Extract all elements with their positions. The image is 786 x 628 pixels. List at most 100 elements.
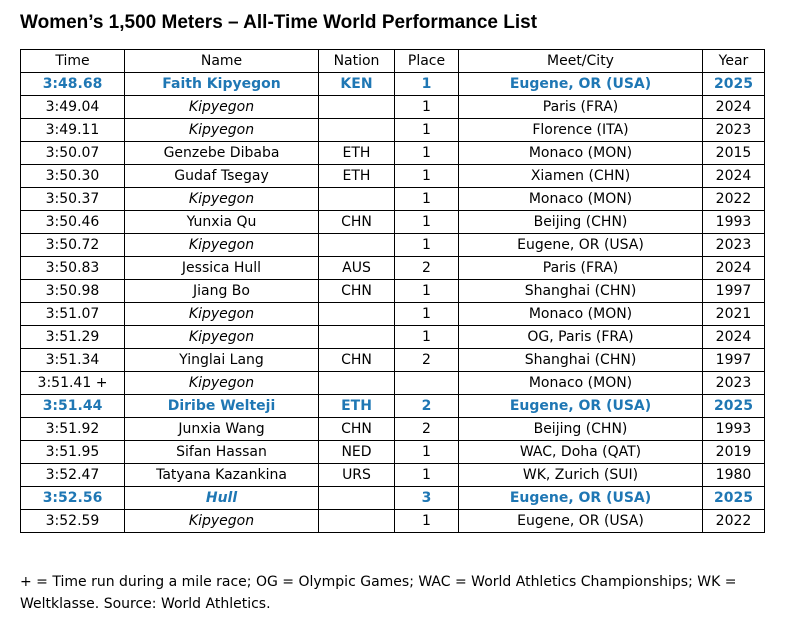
cell-name: Kipyegon — [124, 233, 319, 257]
cell-year: 1980 — [702, 463, 765, 487]
cell-meet: Monaco (MON) — [458, 302, 703, 326]
cell-nation — [318, 233, 395, 257]
page-title: Women’s 1,500 Meters – All-Time World Pe… — [20, 12, 538, 33]
column-header-name: Name — [124, 49, 319, 73]
table-row: 3:51.41 + Kipyegon Monaco (MON) 2023 — [20, 371, 765, 395]
table-row: 3:50.07 Genzebe Dibaba ETH 1 Monaco (MON) 201… — [20, 141, 765, 165]
table-row: 3:52.56 Hull 3 Eugene, OR (USA) 2025 — [20, 486, 765, 510]
cell-time: 3:50.30 — [20, 164, 125, 188]
cell-name: Genzebe Dibaba — [124, 141, 319, 165]
cell-meet: Paris (FRA) — [458, 256, 703, 280]
cell-meet: Eugene, OR (USA) — [458, 72, 703, 96]
cell-place: 1 — [394, 72, 459, 96]
cell-time: 3:52.59 — [20, 509, 125, 533]
cell-name: Hull — [124, 486, 319, 510]
cell-year: 2023 — [702, 233, 765, 257]
column-header-meet-city: Meet/City — [458, 49, 703, 73]
cell-place: 1 — [394, 325, 459, 349]
cell-nation: URS — [318, 463, 395, 487]
cell-nation — [318, 95, 395, 119]
cell-time: 3:49.04 — [20, 95, 125, 119]
table-row: 3:50.30 Gudaf Tsegay ETH 1 Xiamen (CHN) 2024 — [20, 164, 765, 188]
cell-place: 1 — [394, 302, 459, 326]
cell-meet: Beijing (CHN) — [458, 417, 703, 441]
cell-time: 3:51.41 + — [20, 371, 125, 395]
cell-meet: Monaco (MON) — [458, 371, 703, 395]
table-row: 3:51.07 Kipyegon 1 Monaco (MON) 2021 — [20, 302, 765, 326]
table-body: 3:48.68 Faith Kipyegon KEN 1 Eugene, OR (USA… — [20, 72, 765, 533]
cell-meet: Shanghai (CHN) — [458, 348, 703, 372]
cell-nation — [318, 325, 395, 349]
cell-time: 3:51.44 — [20, 394, 125, 418]
cell-name: Sifan Hassan — [124, 440, 319, 464]
cell-name: Kipyegon — [124, 187, 319, 211]
cell-year: 1997 — [702, 348, 765, 372]
table-row: 3:51.44 Diribe Welteji ETH 2 Eugene, OR (USA… — [20, 394, 765, 418]
cell-name: Kipyegon — [124, 325, 319, 349]
cell-nation — [318, 509, 395, 533]
cell-place: 1 — [394, 509, 459, 533]
cell-nation — [318, 371, 395, 395]
cell-name: Yunxia Qu — [124, 210, 319, 234]
table-row: 3:51.34 Yinglai Lang CHN 2 Shanghai (CHN) 199… — [20, 348, 765, 372]
cell-nation: ETH — [318, 141, 395, 165]
cell-year: 1997 — [702, 279, 765, 303]
table-row: 3:51.29 Kipyegon 1 OG, Paris (FRA) 2024 — [20, 325, 765, 349]
cell-meet: Monaco (MON) — [458, 141, 703, 165]
table-row: 3:51.92 Junxia Wang CHN 2 Beijing (CHN) 1993 — [20, 417, 765, 441]
cell-place: 1 — [394, 210, 459, 234]
cell-meet: OG, Paris (FRA) — [458, 325, 703, 349]
cell-time: 3:51.34 — [20, 348, 125, 372]
cell-year: 2023 — [702, 371, 765, 395]
cell-meet: Eugene, OR (USA) — [458, 509, 703, 533]
cell-nation: CHN — [318, 210, 395, 234]
cell-name: Faith Kipyegon — [124, 72, 319, 96]
cell-year: 2024 — [702, 95, 765, 119]
table-header-row: Time Name Nation Place Meet/City Year — [20, 49, 765, 73]
cell-time: 3:51.07 — [20, 302, 125, 326]
column-header-place: Place — [394, 49, 459, 73]
cell-time: 3:52.47 — [20, 463, 125, 487]
cell-year: 2021 — [702, 302, 765, 326]
cell-nation — [318, 302, 395, 326]
cell-meet: Shanghai (CHN) — [458, 279, 703, 303]
cell-year: 2019 — [702, 440, 765, 464]
cell-place: 1 — [394, 95, 459, 119]
cell-time: 3:48.68 — [20, 72, 125, 96]
cell-nation: KEN — [318, 72, 395, 96]
cell-meet: Paris (FRA) — [458, 95, 703, 119]
cell-time: 3:51.29 — [20, 325, 125, 349]
cell-time: 3:52.56 — [20, 486, 125, 510]
cell-nation: AUS — [318, 256, 395, 280]
cell-place: 1 — [394, 141, 459, 165]
footnote: + = Time run during a mile race; OG = Ol… — [20, 574, 737, 612]
cell-meet: Monaco (MON) — [458, 187, 703, 211]
table-row: 3:50.83 Jessica Hull AUS 2 Paris (FRA) 2024 — [20, 256, 765, 280]
cell-time: 3:49.11 — [20, 118, 125, 142]
cell-year: 2024 — [702, 164, 765, 188]
cell-name: Jessica Hull — [124, 256, 319, 280]
cell-name: Yinglai Lang — [124, 348, 319, 372]
cell-place: 1 — [394, 279, 459, 303]
cell-meet: Eugene, OR (USA) — [458, 233, 703, 257]
table-row: 3:52.59 Kipyegon 1 Eugene, OR (USA) 2022 — [20, 509, 765, 533]
cell-nation: CHN — [318, 348, 395, 372]
cell-name: Junxia Wang — [124, 417, 319, 441]
cell-time: 3:50.46 — [20, 210, 125, 234]
column-header-nation: Nation — [318, 49, 395, 73]
cell-year: 2015 — [702, 141, 765, 165]
table-row: 3:52.47 Tatyana Kazankina URS 1 WK, Zurich (… — [20, 463, 765, 487]
cell-nation — [318, 187, 395, 211]
cell-nation: CHN — [318, 417, 395, 441]
table-row: 3:50.98 Jiang Bo CHN 1 Shanghai (CHN) 1997 — [20, 279, 765, 303]
cell-place: 2 — [394, 256, 459, 280]
cell-name: Kipyegon — [124, 95, 319, 119]
cell-meet: Eugene, OR (USA) — [458, 394, 703, 418]
cell-nation: NED — [318, 440, 395, 464]
cell-place: 1 — [394, 233, 459, 257]
cell-year: 2025 — [702, 72, 765, 96]
performance-table: Time Name Nation Place Meet/City Year 3:… — [20, 49, 765, 533]
cell-place: 1 — [394, 118, 459, 142]
cell-time: 3:50.72 — [20, 233, 125, 257]
column-header-time: Time — [20, 49, 125, 73]
